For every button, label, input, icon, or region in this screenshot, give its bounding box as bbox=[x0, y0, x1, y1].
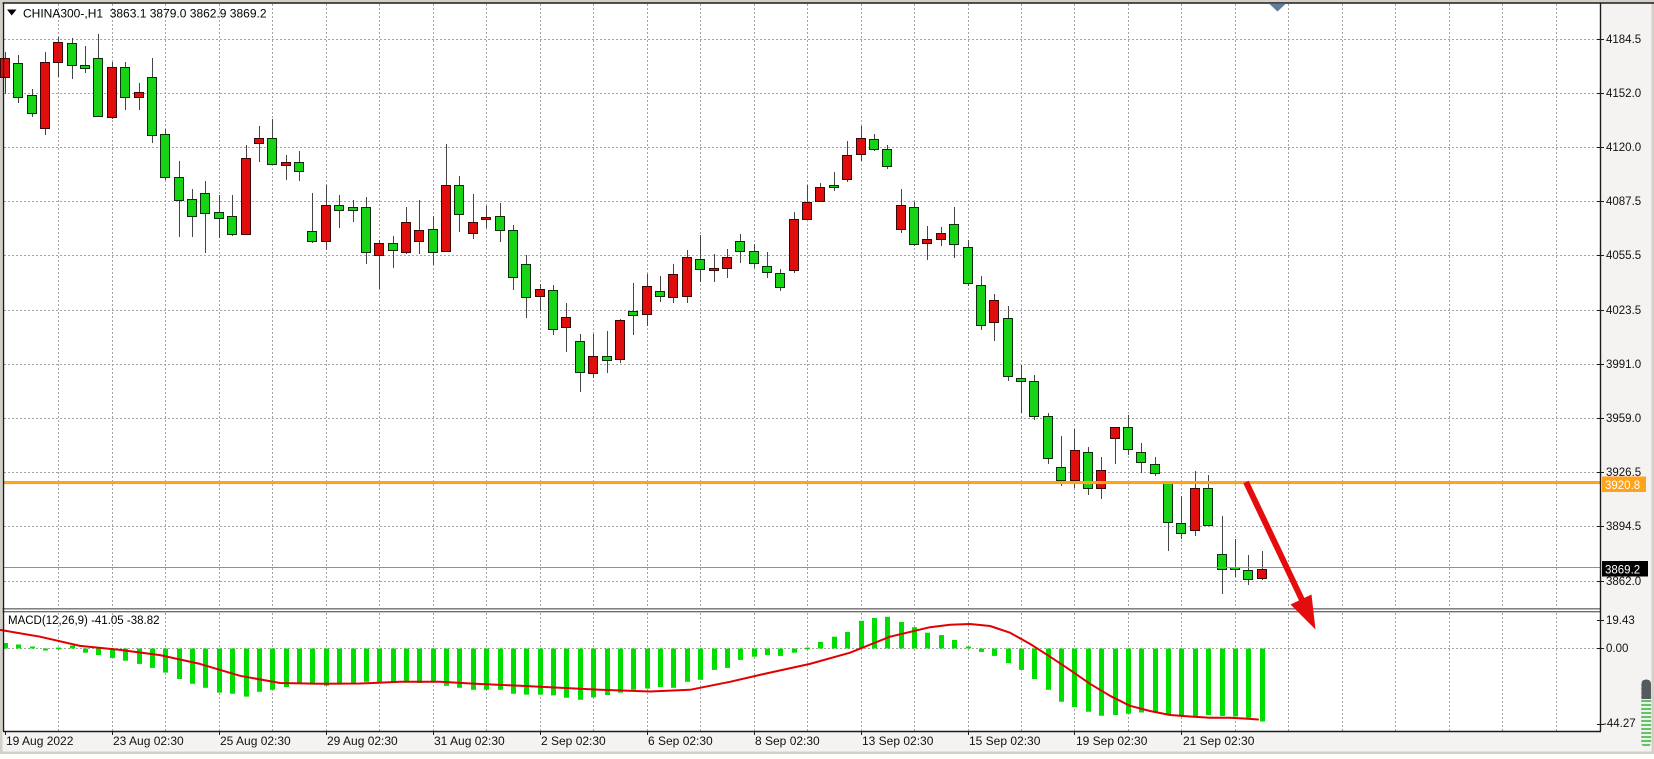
svg-text:15 Sep 02:30: 15 Sep 02:30 bbox=[969, 734, 1041, 748]
svg-text:4184.5: 4184.5 bbox=[1606, 34, 1641, 46]
svg-text:6 Sep 02:30: 6 Sep 02:30 bbox=[648, 734, 713, 748]
svg-text:29 Aug 02:30: 29 Aug 02:30 bbox=[327, 734, 398, 748]
svg-text:4023.5: 4023.5 bbox=[1606, 305, 1641, 317]
svg-text:0.00: 0.00 bbox=[1606, 643, 1628, 655]
svg-text:2 Sep 02:30: 2 Sep 02:30 bbox=[541, 734, 606, 748]
svg-text:4120.0: 4120.0 bbox=[1606, 142, 1641, 154]
svg-text:3894.5: 3894.5 bbox=[1606, 521, 1641, 533]
svg-text:13 Sep 02:30: 13 Sep 02:30 bbox=[862, 734, 934, 748]
svg-text:3991.0: 3991.0 bbox=[1606, 359, 1641, 371]
svg-text:MACD(12,26,9) -41.05 -38.82: MACD(12,26,9) -41.05 -38.82 bbox=[8, 615, 160, 627]
svg-text:3959.0: 3959.0 bbox=[1606, 413, 1641, 425]
svg-text:3862.0: 3862.0 bbox=[1606, 576, 1641, 588]
svg-text:25 Aug 02:30: 25 Aug 02:30 bbox=[220, 734, 291, 748]
svg-text:3869.2: 3869.2 bbox=[1605, 564, 1640, 576]
svg-text:3920.8: 3920.8 bbox=[1605, 480, 1640, 492]
svg-text:8 Sep 02:30: 8 Sep 02:30 bbox=[755, 734, 820, 748]
svg-text:4152.0: 4152.0 bbox=[1606, 88, 1641, 100]
svg-text:21 Sep 02:30: 21 Sep 02:30 bbox=[1183, 734, 1255, 748]
svg-text:19 Sep 02:30: 19 Sep 02:30 bbox=[1076, 734, 1148, 748]
svg-text:23 Aug 02:30: 23 Aug 02:30 bbox=[113, 734, 184, 748]
svg-text:CHINA300-,H1 3863.1 3879.0 38: CHINA300-,H1 3863.1 3879.0 3862.9 3869.2 bbox=[23, 7, 267, 21]
svg-text:-44.27: -44.27 bbox=[1603, 718, 1636, 730]
svg-text:19.43: 19.43 bbox=[1606, 615, 1635, 627]
svg-text:4055.5: 4055.5 bbox=[1606, 250, 1641, 262]
svg-text:31 Aug 02:30: 31 Aug 02:30 bbox=[434, 734, 505, 748]
svg-text:4087.5: 4087.5 bbox=[1606, 196, 1641, 208]
svg-text:19 Aug 2022: 19 Aug 2022 bbox=[6, 734, 74, 748]
